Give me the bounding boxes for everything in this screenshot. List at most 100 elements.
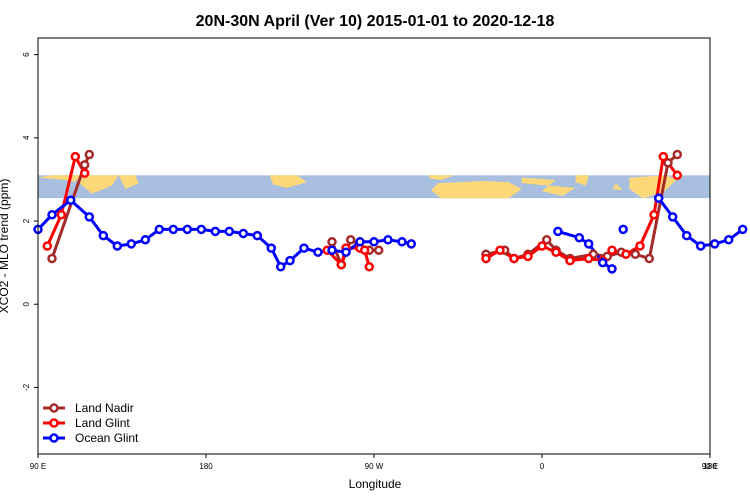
map-land (542, 185, 576, 196)
land-glint-point (56, 210, 67, 220)
y-tick-label: 4 (22, 135, 31, 140)
legend-item-land-glint: Land Glint (43, 416, 130, 430)
land-nadir-point (345, 235, 356, 245)
ocean-glint-point (266, 243, 277, 253)
land-glint-point (79, 168, 90, 178)
ocean-glint-point (709, 239, 720, 249)
land-glint-point (42, 241, 53, 251)
y-axis: -2 0 2 4 6 (22, 52, 38, 391)
ocean-glint-point (210, 226, 221, 237)
ocean-glint-point (182, 224, 193, 235)
land-glint-point (551, 247, 561, 257)
ocean-glint-point (299, 243, 309, 253)
ocean-glint-point (355, 237, 365, 247)
ocean-glint-point (397, 237, 407, 247)
land-glint-point (481, 253, 491, 264)
ocean-glint-point (383, 235, 393, 245)
y-tick-label: 0 (22, 301, 31, 306)
series-points (33, 149, 748, 274)
map-ocean (38, 175, 710, 199)
x-axis-label: Longitude (349, 477, 402, 491)
y-tick-label: 6 (22, 52, 31, 57)
land-glint-point (495, 245, 505, 255)
map-land (612, 183, 623, 191)
ocean-glint-point (327, 245, 337, 255)
land-nadir-point (672, 149, 683, 160)
land-nadir-point (663, 158, 673, 168)
land-nadir-point (630, 249, 641, 260)
chart-title: 20N-30N April (Ver 10) 2015-01-01 to 202… (196, 13, 555, 30)
map-land (431, 181, 522, 199)
land-glint-point (364, 262, 375, 272)
y-tick-label: 2 (22, 218, 31, 223)
x-tick-label: 90 E (30, 462, 46, 471)
x-tick-label: 0 (540, 462, 545, 471)
legend-label: Land Nadir (75, 401, 134, 415)
ocean-glint-point (737, 224, 748, 235)
land-glint-point (70, 151, 81, 162)
ocean-glint-point (406, 239, 417, 249)
ocean-glint-point (275, 262, 286, 272)
ocean-glint-point (681, 230, 692, 241)
land-glint-point (565, 255, 575, 266)
land-glint-point (658, 151, 669, 162)
ocean-glint-point (341, 247, 351, 257)
x-tick-label: 90 E (702, 462, 718, 471)
legend-label: Ocean Glint (75, 431, 139, 445)
map-land (575, 175, 589, 186)
land-glint-point (672, 170, 683, 181)
land-nadir-point (644, 253, 655, 264)
map-land (118, 175, 139, 189)
ocean-glint-point (313, 247, 323, 257)
x-tick-label: 180 (199, 462, 213, 471)
ocean-glint-point (140, 235, 151, 245)
ocean-glint-point (47, 210, 57, 220)
ocean-glint-point (574, 232, 585, 243)
ocean-glint-point (84, 212, 95, 222)
ocean-glint-point (607, 264, 617, 274)
map-band (38, 175, 710, 199)
ocean-glint-point (583, 239, 594, 249)
legend-swatch-point (49, 433, 59, 443)
ocean-glint-point (224, 226, 235, 237)
land-glint-point (336, 259, 347, 270)
ocean-glint-point (723, 235, 734, 245)
ocean-glint-point (597, 257, 608, 268)
map-land (521, 177, 556, 186)
map-land (427, 175, 455, 180)
legend-item-ocean-glint: Ocean Glint (43, 431, 139, 445)
x-tick-label: 180 (703, 462, 717, 471)
land-glint-point (607, 245, 617, 255)
land-glint-point (649, 210, 659, 220)
ocean-glint-point (618, 224, 628, 235)
ocean-glint-point (238, 228, 249, 239)
legend-swatch-point (49, 403, 59, 413)
ocean-glint-point (553, 226, 563, 237)
ocean-glint-line (36, 198, 412, 269)
land-glint-point (509, 253, 519, 264)
land-nadir-point (327, 237, 337, 247)
land-nadir-point (79, 160, 90, 170)
land-glint-point (523, 251, 533, 262)
map-land (269, 175, 307, 188)
map-land (75, 175, 119, 194)
ocean-glint-point (667, 212, 678, 222)
y-axis-label: XCO2 - MLO trend (ppm) (0, 179, 11, 314)
land-glint-point (635, 241, 645, 251)
ocean-glint-point (154, 224, 165, 235)
land-nadir-point (373, 245, 384, 255)
ocean-glint-point (126, 239, 137, 249)
legend-label: Land Glint (75, 416, 130, 430)
ocean-glint-point (369, 237, 379, 247)
legend-item-land-nadir: Land Nadir (43, 401, 134, 415)
land-nadir-point (541, 235, 552, 245)
ocean-glint-point (695, 241, 706, 251)
ocean-glint-point (168, 224, 179, 235)
legend-swatch-point (49, 418, 59, 428)
ocean-glint-point (285, 255, 295, 266)
land-glint-point (583, 253, 594, 264)
x-tick-label: 90 W (365, 462, 384, 471)
